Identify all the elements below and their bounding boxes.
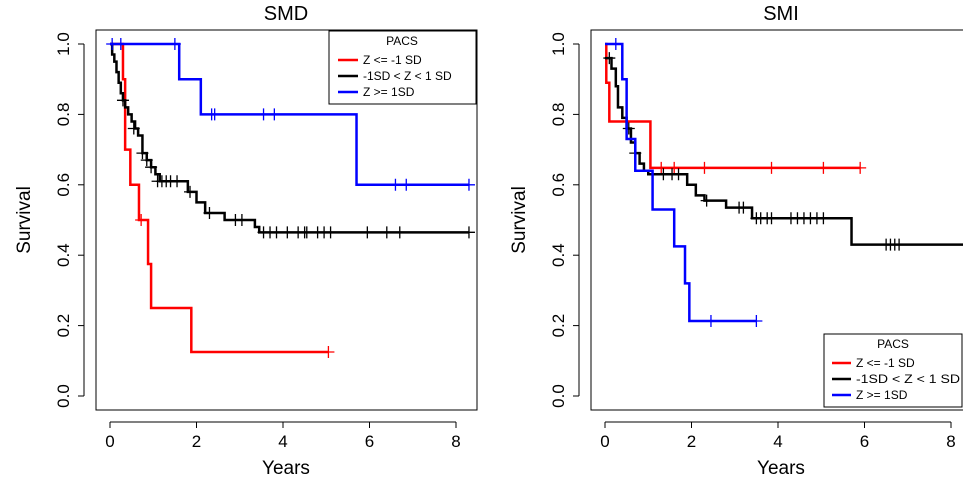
y-tick-label: 0.4 (54, 243, 73, 267)
censor-mark (257, 108, 270, 121)
x-tick-label: 2 (687, 432, 696, 451)
censor-mark (698, 161, 711, 174)
censor-mark (817, 212, 830, 225)
censor-mark (203, 206, 216, 219)
x-tick-label: 8 (946, 432, 955, 451)
y-tick-label: 0.6 (549, 173, 568, 197)
series-line-1 (605, 56, 963, 246)
censor-mark (140, 154, 153, 167)
x-tick-label: 2 (192, 432, 201, 451)
legend-entry: Z <= -1 SD (856, 356, 915, 370)
y-tick-label: 0.8 (54, 103, 73, 127)
censor-mark (854, 161, 867, 174)
plot-frame (590, 29, 963, 411)
series-line-2 (110, 42, 469, 187)
y-tick-label: 1.0 (549, 32, 568, 56)
legend-title: PACS (877, 337, 909, 351)
censor-mark (114, 38, 127, 50)
x-tick-label: 8 (451, 432, 460, 451)
censor-mark (270, 226, 283, 239)
y-tick-label: 0.4 (549, 243, 568, 267)
censor-mark (704, 315, 717, 328)
x-tick-label: 0 (600, 432, 609, 451)
censor-mark (184, 185, 197, 198)
censor-mark (750, 315, 763, 328)
x-tick-label: 6 (860, 432, 869, 451)
y-axis-label: Survival (509, 186, 530, 254)
x-axis: 0 2 4 6 8 Years (105, 421, 461, 479)
censor-mark (281, 226, 294, 239)
legend-entry: Z >= 1SD (856, 388, 908, 402)
censor-mark (380, 226, 393, 239)
legend-entry: -1SD < Z < 1 SD (363, 69, 452, 83)
legend: PACS Z <= -1 SD -1SD < Z < 1 SD Z >= 1SD (823, 333, 963, 408)
y-tick-label: 0.8 (549, 103, 568, 127)
x-axis: 0 2 4 6 8 Years (600, 421, 956, 479)
censor-mark (462, 178, 475, 191)
chart-title: SMD (264, 3, 308, 25)
censor-mark (817, 161, 830, 174)
censor-mark (300, 226, 313, 239)
censor-mark (322, 346, 335, 358)
censor-mark (116, 94, 129, 107)
y-tick-label: 1.0 (54, 32, 73, 56)
y-axis: 0.0 0.2 0.4 0.6 0.8 1.0 Survival (14, 32, 85, 408)
panel-smd: SMD 0.0 0.2 0.4 0.6 0.8 1.0 Survival (14, 3, 478, 479)
y-tick-label: 0.2 (549, 314, 568, 338)
survival-curves (603, 38, 963, 328)
x-tick-label: 6 (365, 432, 374, 451)
plot-frame (95, 29, 478, 411)
censor-mark (700, 194, 713, 207)
y-axis: 0.0 0.2 0.4 0.6 0.8 1.0 Survival (509, 32, 580, 408)
censor-mark (668, 161, 681, 174)
y-tick-label: 0.0 (54, 384, 73, 408)
censor-mark (765, 161, 778, 174)
x-axis-label: Years (262, 458, 310, 479)
censor-mark (171, 175, 184, 188)
x-tick-label: 0 (105, 432, 114, 451)
y-tick-label: 0.2 (54, 314, 73, 338)
censor-mark (208, 108, 221, 121)
chart-title: SMI (763, 3, 799, 25)
censor-mark (324, 226, 337, 239)
x-tick-label: 4 (278, 432, 287, 451)
censor-mark (603, 52, 616, 65)
censor-mark (235, 214, 248, 226)
y-tick-label: 0.0 (549, 384, 568, 408)
series-line-0 (110, 42, 329, 354)
censor-mark (765, 212, 778, 225)
survival-curves (106, 38, 475, 358)
censor-mark (268, 108, 281, 121)
censor-mark (655, 161, 668, 174)
censor-mark (672, 168, 685, 181)
y-axis-label: Survival (14, 186, 35, 254)
series-line-1 (110, 42, 469, 234)
y-tick-label: 0.6 (54, 173, 73, 197)
censor-mark (462, 226, 475, 239)
series-line-2 (605, 42, 757, 323)
censor-mark (168, 38, 181, 50)
censor-mark (361, 226, 374, 239)
legend-entry: Z <= -1 SD (363, 53, 422, 67)
legend-entry: Z >= 1SD (363, 85, 415, 99)
panel-smi: SMI 0.0 0.2 0.4 0.6 0.8 1.0 Survival (509, 3, 963, 479)
legend: PACS Z <= -1 SD -1SD < Z < 1 SD Z >= 1SD (328, 30, 477, 105)
censor-mark (127, 122, 140, 135)
censor-mark (389, 178, 402, 191)
censor-mark (893, 238, 906, 251)
censor-mark (609, 38, 622, 50)
censor-mark (393, 226, 406, 239)
censor-mark (145, 161, 158, 174)
x-tick-label: 4 (773, 432, 782, 451)
censor-mark (400, 178, 413, 191)
legend-title: PACS (386, 34, 418, 48)
censor-mark (737, 201, 750, 214)
censor-mark (135, 214, 148, 226)
censor-mark (622, 122, 635, 135)
censor-mark (136, 147, 149, 160)
series-line-0 (605, 42, 861, 170)
legend-entry: -1SD < Z < 1 SD (856, 372, 960, 386)
x-axis-label: Years (757, 458, 805, 479)
